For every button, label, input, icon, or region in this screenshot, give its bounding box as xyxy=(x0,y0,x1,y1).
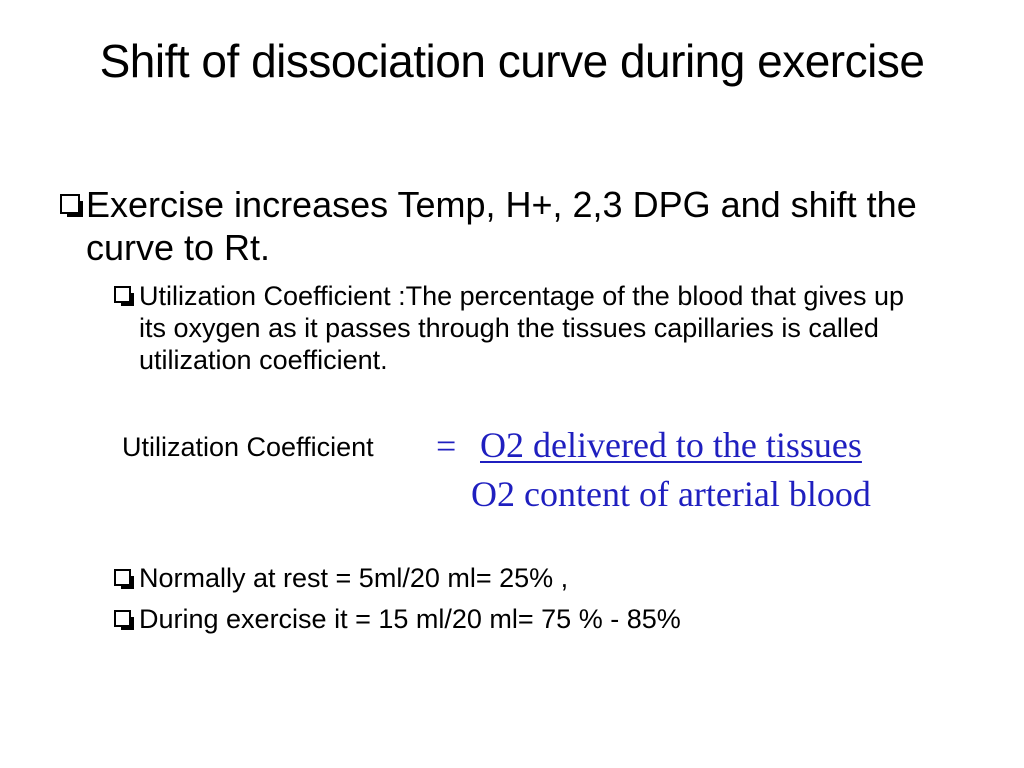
checkbox-square-icon xyxy=(114,610,131,627)
bullet-rest-value: Normally at rest = 5ml/20 ml= 25% , xyxy=(114,562,934,594)
bullet-text: During exercise it = 15 ml/20 ml= 75 % -… xyxy=(139,604,681,634)
bullet-text: Normally at rest = 5ml/20 ml= 25% , xyxy=(139,563,569,593)
checkbox-square-icon xyxy=(60,194,80,214)
formula-label: Utilization Coefficient xyxy=(122,432,374,462)
bullet-text: Exercise increases Temp, H+, 2,3 DPG and… xyxy=(86,184,917,268)
formula-equals: = xyxy=(436,426,457,466)
bullet-utilization-definition: Utilization Coefficient :The percentage … xyxy=(114,280,934,376)
bullet-exercise-value: During exercise it = 15 ml/20 ml= 75 % -… xyxy=(114,603,934,635)
formula-numerator: O2 delivered to the tissues xyxy=(480,425,862,465)
formula-denominator: O2 content of arterial blood xyxy=(471,474,871,514)
slide-title: Shift of dissociation curve during exerc… xyxy=(99,35,925,87)
checkbox-square-icon xyxy=(114,569,131,586)
bullet-exercise-effect: Exercise increases Temp, H+, 2,3 DPG and… xyxy=(60,183,980,269)
checkbox-square-icon xyxy=(114,286,131,303)
bullet-text: Utilization Coefficient :The percentage … xyxy=(139,281,904,375)
